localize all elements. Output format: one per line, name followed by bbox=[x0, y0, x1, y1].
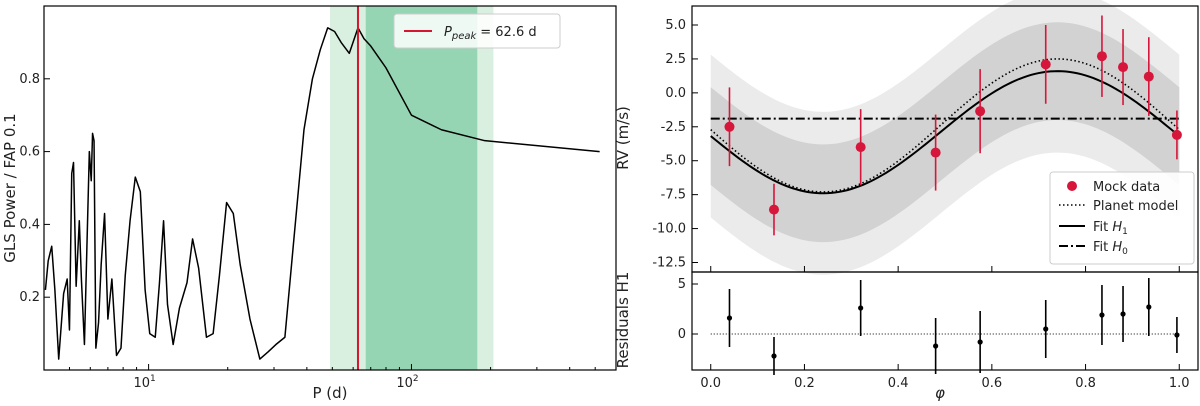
residual-point bbox=[771, 353, 777, 359]
rv-data-point bbox=[975, 106, 986, 117]
res-x-tick-label: 0.6 bbox=[982, 376, 1003, 391]
legend-label-fit-h1: Fit H1 bbox=[1093, 220, 1128, 237]
res-x-tick-label: 1.0 bbox=[1169, 376, 1190, 391]
residuals-ticks: 5 0 0.0 0.2 0.4 0.6 0.8 1.0 bbox=[678, 277, 1190, 391]
rv-data-point bbox=[768, 204, 779, 215]
residuals-ylabel: Residuals H1 bbox=[614, 272, 632, 369]
rv-panel: 5.0 2.5 0.0 -2.5 -5.0 -7.5 -10.0 -12.5 Mock dat… bbox=[614, 0, 1199, 275]
y-tick-label: 0.2 bbox=[19, 290, 40, 305]
gls-series bbox=[44, 6, 600, 370]
res-x-tick-label: 0.4 bbox=[888, 376, 909, 391]
sigma-1-band bbox=[710, 22, 1180, 243]
y-tick-label: 0.6 bbox=[19, 145, 40, 160]
rv-legend: Mock data Planet model Fit H1 Fit H0 bbox=[1049, 171, 1195, 265]
residuals-xlabel: φ bbox=[935, 384, 945, 402]
rv-data-point bbox=[855, 142, 866, 153]
inner-band bbox=[365, 6, 478, 370]
residual-point bbox=[933, 343, 939, 349]
rv-data-point bbox=[1040, 59, 1051, 70]
rv-data-point bbox=[1171, 129, 1182, 140]
gls-ylabel: GLS Power / FAP 0.1 bbox=[1, 113, 19, 262]
rv-data-point bbox=[1118, 62, 1129, 73]
rv-y-tick-label: 2.5 bbox=[665, 52, 686, 67]
legend-label-fit-h0: Fit H0 bbox=[1093, 240, 1128, 257]
y-tick-label: 0.4 bbox=[19, 217, 40, 232]
legend-label-mock-data: Mock data bbox=[1093, 180, 1160, 195]
residual-point bbox=[1120, 311, 1126, 317]
rv-y-tick-label: -2.5 bbox=[661, 120, 686, 135]
residual-point bbox=[1174, 332, 1180, 338]
res-y-tick-label: 5 bbox=[678, 277, 686, 292]
rv-y-tick-label: -7.5 bbox=[661, 188, 686, 203]
rv-ticks: 5.0 2.5 0.0 -2.5 -5.0 -7.5 -10.0 -12.5 bbox=[652, 18, 1180, 272]
rv-uncertainty-bands bbox=[710, 0, 1180, 275]
rv-data-point bbox=[1143, 71, 1154, 82]
residual-point bbox=[977, 339, 983, 345]
res-x-tick-label: 0.8 bbox=[1075, 376, 1096, 391]
res-x-tick-label: 0.0 bbox=[700, 376, 721, 391]
period-bands bbox=[330, 6, 494, 370]
residuals-points bbox=[726, 278, 1180, 375]
rv-legend-box bbox=[1049, 171, 1195, 265]
rv-y-tick-label: 5.0 bbox=[665, 18, 686, 33]
residual-point bbox=[1043, 326, 1049, 332]
gls-legend: Ppeak = 62.6 d bbox=[393, 13, 561, 49]
res-x-tick-label: 0.2 bbox=[794, 376, 815, 391]
legend-marker-mock-data bbox=[1067, 181, 1077, 191]
x-tick-label: 101 bbox=[133, 374, 155, 391]
residual-point bbox=[858, 305, 864, 311]
gls-legend-label: Ppeak = 62.6 d bbox=[444, 25, 537, 42]
res-y-tick-label: 0 bbox=[678, 327, 686, 342]
rv-y-tick-label: -10.0 bbox=[652, 222, 686, 237]
gls-xlabel: P (d) bbox=[312, 384, 347, 402]
gls-power-line bbox=[44, 27, 600, 360]
residuals-panel: 5 0 0.0 0.2 0.4 0.6 0.8 1.0 Residuals H1 φ bbox=[614, 271, 1199, 402]
residual-point bbox=[1146, 304, 1152, 310]
gls-panel: 0.2 0.4 0.6 0.8 101 102 Ppeak = 62.6 d GLS Pow… bbox=[1, 5, 617, 402]
rv-data-points bbox=[724, 15, 1182, 236]
rv-y-tick-label: 0.0 bbox=[665, 86, 686, 101]
y-tick-label: 0.8 bbox=[19, 72, 40, 87]
rv-ylabel: RV (m/s) bbox=[614, 106, 632, 170]
gls-plot-frame bbox=[43, 5, 617, 371]
residual-point bbox=[1099, 312, 1105, 318]
residual-point bbox=[726, 315, 733, 321]
rv-y-tick-label: -12.5 bbox=[652, 256, 686, 271]
residuals-plot-frame bbox=[691, 271, 1199, 371]
rv-y-tick-label: -5.0 bbox=[661, 154, 686, 169]
rv-data-point bbox=[930, 147, 941, 158]
rv-data-point bbox=[724, 121, 735, 132]
rv-data-point bbox=[1096, 51, 1107, 62]
legend-label-planet-model: Planet model bbox=[1093, 199, 1178, 214]
gls-legend-box bbox=[393, 13, 561, 49]
x-tick-label: 102 bbox=[396, 374, 418, 391]
